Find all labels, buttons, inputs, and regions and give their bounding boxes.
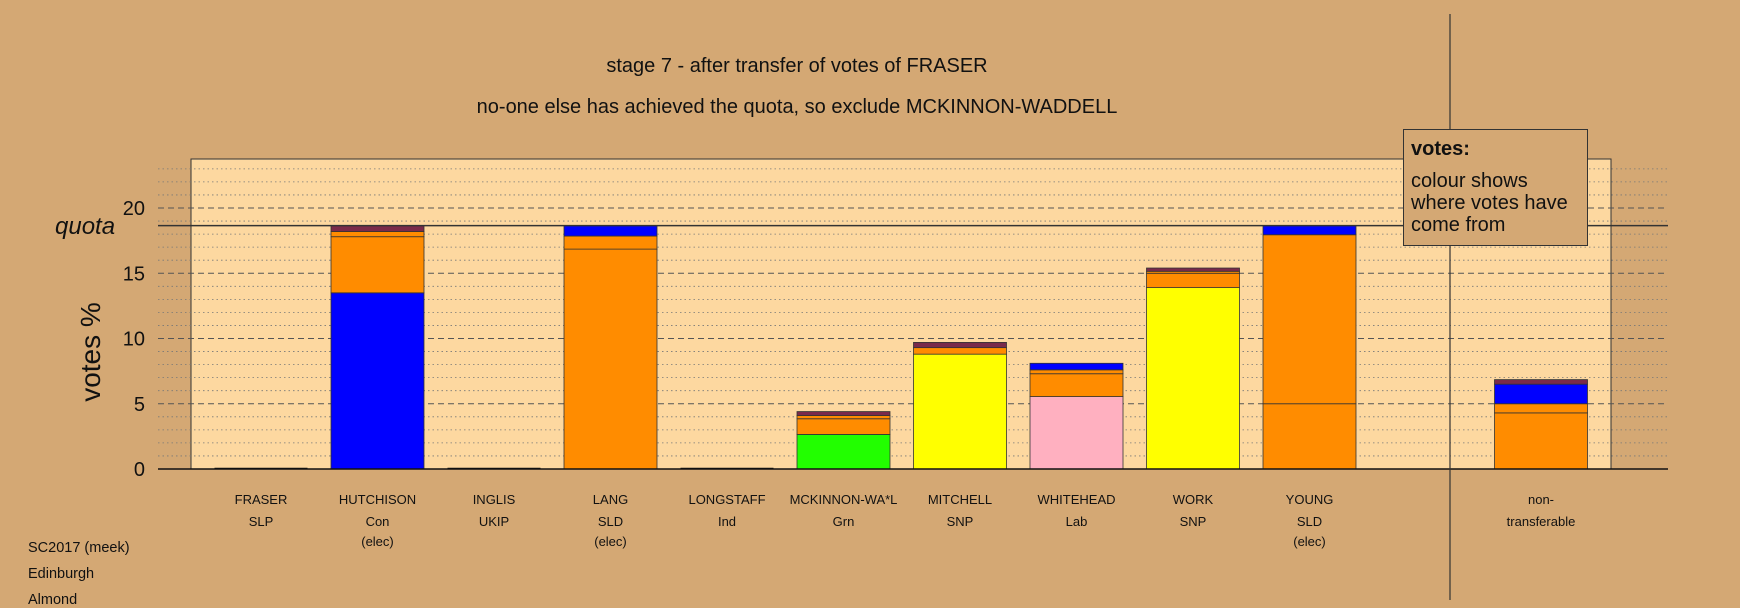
y-axis-ticks: 0 5 10 15 20 xyxy=(123,198,145,481)
party-label: SLD xyxy=(598,514,623,529)
plot-area xyxy=(190,158,1612,470)
party-label: UKIP xyxy=(479,514,509,529)
bar-segment xyxy=(796,434,891,470)
party-label: SNP xyxy=(947,514,974,529)
candidate-name-label: FRASER xyxy=(235,492,288,507)
bar-segment xyxy=(913,342,1007,349)
party-label: Ind xyxy=(718,514,736,529)
quota-label: quota xyxy=(55,213,115,240)
party-label: SLD xyxy=(1297,514,1322,529)
elected-label: (elec) xyxy=(1293,534,1326,549)
nontransferable-label-line2: transferable xyxy=(1507,514,1576,529)
bar-segment xyxy=(913,347,1007,355)
candidate-name-label: INGLIS xyxy=(473,492,516,507)
bar-segment xyxy=(330,236,425,294)
y-tick-label: 0 xyxy=(134,459,145,481)
bar-segment xyxy=(1029,362,1124,371)
bar-segment xyxy=(1262,403,1357,470)
legend: votes: colour shows where votes have com… xyxy=(1403,129,1588,246)
legend-text: colour shows where votes have come from xyxy=(1411,170,1568,236)
bar-segment xyxy=(330,225,425,232)
candidate-name-label: WHITEHEAD xyxy=(1038,492,1116,507)
candidate-name-label: MCKINNON-WA*L xyxy=(790,492,898,507)
candidate-name-label: LONGSTAFF xyxy=(688,492,765,507)
nontransferable-label-line1: non- xyxy=(1528,492,1554,507)
y-tick-label: 5 xyxy=(134,394,145,416)
bar-6 xyxy=(913,342,1007,470)
bar-segment xyxy=(563,248,658,470)
candidate-name-label: YOUNG xyxy=(1286,492,1334,507)
bar-7 xyxy=(1029,362,1124,470)
chart-subtitle: no-one else has achieved the quota, so e… xyxy=(477,96,1118,118)
elected-label: (elec) xyxy=(594,534,627,549)
party-label: SNP xyxy=(1180,514,1207,529)
candidate-name-label: HUTCHISON xyxy=(339,492,416,507)
bar-segment xyxy=(1146,272,1240,289)
y-tick-label: 15 xyxy=(123,263,145,285)
bar-segment xyxy=(1029,396,1124,470)
y-tick-label: 10 xyxy=(123,329,145,351)
bar-segment xyxy=(796,411,891,416)
party-label: Con xyxy=(366,514,390,529)
bar-segment xyxy=(563,225,658,237)
bar-segment xyxy=(330,231,425,238)
elected-label: (elec) xyxy=(361,534,394,549)
x-axis-labels: FRASER SLP HUTCHISON Con (elec) INGLIS UKIP LAN… xyxy=(235,492,1576,549)
bar-9 xyxy=(1262,225,1357,470)
bar-nontransferable xyxy=(1494,379,1588,470)
y-tick-label: 20 xyxy=(123,198,145,220)
candidate-name-label: MITCHELL xyxy=(928,492,992,507)
candidate-name-label: WORK xyxy=(1173,492,1214,507)
bar-5 xyxy=(796,411,891,470)
bar-segment xyxy=(330,292,425,470)
bar-1 xyxy=(330,225,425,470)
bar-segment xyxy=(796,415,891,420)
bar-segment xyxy=(1029,373,1124,397)
legend-title: votes: xyxy=(1411,138,1470,160)
bar-segment xyxy=(1494,379,1588,385)
party-label: SLP xyxy=(249,514,274,529)
bar-segment xyxy=(563,235,658,250)
bar-segment xyxy=(1146,287,1240,470)
bar-segment xyxy=(1262,234,1357,405)
ward-label: Almond xyxy=(28,592,78,608)
party-label: Grn xyxy=(833,514,855,529)
city-label: Edinburgh xyxy=(28,566,95,582)
election-label: SC2017 (meek) xyxy=(28,540,130,556)
bar-segment xyxy=(1494,383,1588,405)
bar-segment xyxy=(796,418,891,435)
bar-3 xyxy=(563,225,658,470)
bar-8 xyxy=(1146,267,1240,470)
bar-segment xyxy=(913,353,1007,470)
bar-segment xyxy=(1494,412,1588,470)
bar-segment xyxy=(1262,225,1357,236)
bar-segment xyxy=(1029,369,1124,375)
y-axis-label: votes % xyxy=(75,302,106,402)
bar-segment xyxy=(1494,403,1588,414)
candidate-name-label: LANG xyxy=(593,492,628,507)
bars xyxy=(214,225,1588,470)
chart-title: stage 7 - after transfer of votes of FRA… xyxy=(606,55,987,77)
bar-segment xyxy=(1146,267,1240,272)
party-label: Lab xyxy=(1066,514,1088,529)
